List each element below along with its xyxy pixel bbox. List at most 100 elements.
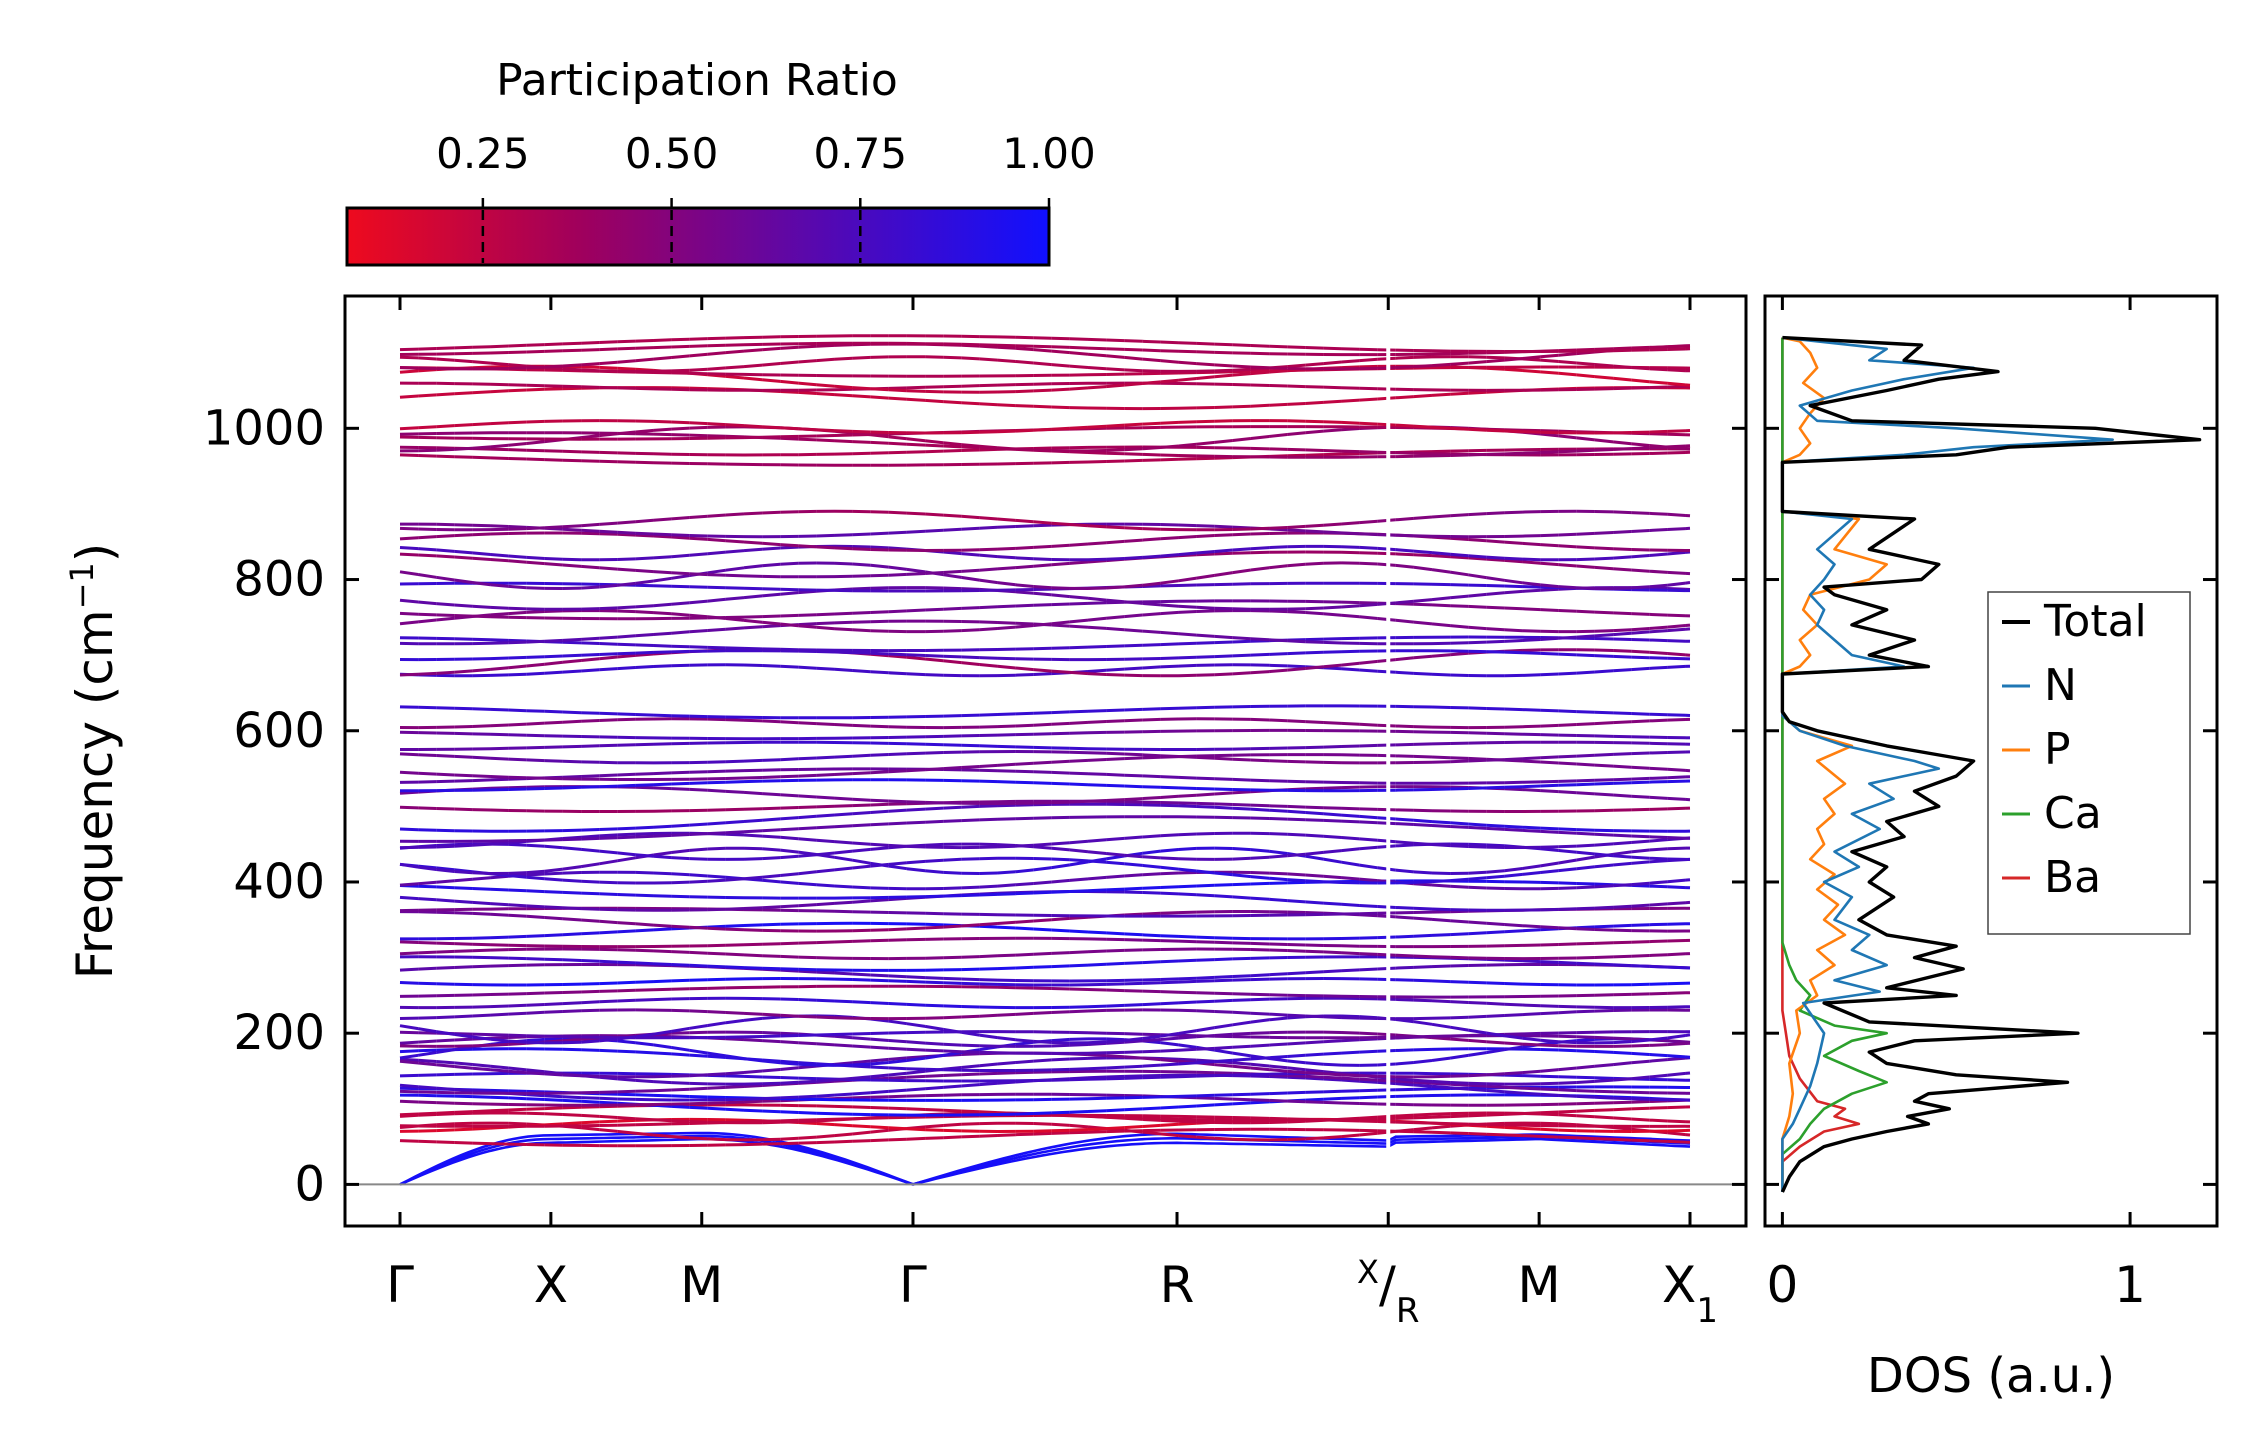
optical-band-segment bbox=[1178, 910, 1197, 915]
optical-band-segment bbox=[943, 527, 962, 532]
optical-band-segment bbox=[1359, 743, 1378, 748]
optical-band-segment bbox=[508, 956, 527, 961]
optical-band-segment bbox=[1106, 644, 1125, 648]
optical-band-segment bbox=[762, 1096, 781, 1101]
optical-band-segment bbox=[1540, 783, 1559, 788]
optical-band-segment bbox=[1287, 779, 1306, 784]
optical-band-segment bbox=[1413, 1080, 1433, 1085]
optical-band-segment bbox=[1033, 732, 1052, 736]
optical-band-segment bbox=[1576, 927, 1595, 931]
optical-band-segment bbox=[526, 457, 545, 462]
optical-band-segment bbox=[834, 796, 853, 801]
optical-band-segment bbox=[472, 614, 491, 619]
optical-band-segment bbox=[599, 989, 618, 993]
optical-band-segment bbox=[961, 977, 980, 982]
optical-band-segment bbox=[671, 950, 690, 954]
optical-band-segment bbox=[1631, 903, 1650, 908]
optical-band-segment bbox=[1576, 1079, 1595, 1084]
optical-band-segment bbox=[1142, 1056, 1161, 1062]
optical-band-segment bbox=[1395, 934, 1414, 939]
optical-band-segment bbox=[888, 799, 907, 804]
optical-band-segment bbox=[1413, 549, 1433, 555]
optical-band-segment bbox=[1522, 638, 1541, 642]
optical-band-segment bbox=[581, 1113, 600, 1118]
optical-band-segment bbox=[1323, 452, 1342, 457]
optical-band-segment bbox=[1196, 673, 1215, 677]
optical-band-segment bbox=[635, 460, 654, 465]
optical-band-segment bbox=[979, 578, 998, 585]
optical-band-segment bbox=[1359, 659, 1378, 665]
optical-band-segment bbox=[1576, 634, 1595, 639]
optical-band-segment bbox=[906, 844, 926, 849]
optical-band-segment bbox=[1558, 881, 1577, 885]
optical-band-segment bbox=[888, 671, 907, 676]
optical-band-segment bbox=[888, 896, 907, 902]
optical-band-segment bbox=[526, 1068, 545, 1074]
optical-band-segment bbox=[1269, 832, 1288, 836]
optical-band-segment bbox=[1649, 964, 1668, 969]
optical-band-segment bbox=[417, 865, 437, 871]
optical-band-segment bbox=[1305, 1100, 1324, 1104]
optical-band-segment bbox=[1558, 671, 1577, 676]
optical-band-segment bbox=[544, 905, 563, 910]
optical-band-segment bbox=[599, 880, 618, 885]
optical-band-segment bbox=[1649, 835, 1668, 839]
optical-band-segment bbox=[580, 522, 600, 528]
optical-band-segment bbox=[1323, 1077, 1342, 1082]
optical-band-segment bbox=[472, 604, 491, 609]
optical-band-segment bbox=[1576, 791, 1595, 796]
optical-band-segment bbox=[508, 1011, 527, 1016]
optical-band-segment bbox=[1160, 642, 1179, 647]
optical-band-segment bbox=[599, 655, 618, 661]
optical-band-segment bbox=[816, 970, 835, 975]
optical-band-segment bbox=[1359, 1077, 1378, 1082]
optical-band-segment bbox=[979, 884, 998, 889]
optical-band-segment bbox=[997, 1133, 1016, 1137]
optical-band-segment bbox=[1106, 1065, 1125, 1070]
optical-band-segment bbox=[816, 1111, 835, 1116]
optical-band-segment bbox=[562, 871, 582, 875]
optical-band-segment bbox=[526, 448, 545, 453]
optical-band-segment bbox=[436, 706, 455, 710]
optical-band-segment bbox=[1178, 655, 1197, 660]
optical-band-segment bbox=[1558, 434, 1577, 440]
optical-band-segment bbox=[1631, 1038, 1650, 1044]
optical-band-segment bbox=[1576, 557, 1595, 562]
optical-band-segment bbox=[961, 893, 980, 898]
optical-band-segment bbox=[780, 806, 799, 810]
optical-band-segment bbox=[852, 1059, 871, 1065]
optical-band-segment bbox=[454, 555, 473, 560]
optical-band-segment bbox=[1033, 448, 1052, 453]
optical-band-segment bbox=[1395, 552, 1414, 557]
optical-band-segment bbox=[1106, 451, 1125, 456]
optical-band-segment bbox=[979, 871, 998, 875]
optical-band-segment bbox=[436, 879, 455, 884]
optical-band-segment bbox=[671, 872, 690, 877]
optical-band-segment bbox=[454, 1127, 473, 1132]
optical-band-segment bbox=[1594, 556, 1614, 561]
optical-band-segment bbox=[780, 757, 799, 762]
optical-band-segment bbox=[653, 854, 672, 860]
optical-band-segment bbox=[1087, 541, 1107, 546]
optical-band-segment bbox=[1269, 808, 1288, 813]
optical-band-segment bbox=[1649, 444, 1668, 449]
optical-band-segment bbox=[798, 1033, 817, 1037]
optical-band-segment bbox=[1504, 1032, 1523, 1036]
optical-band-segment bbox=[671, 963, 690, 967]
optical-band-segment bbox=[1250, 1116, 1270, 1120]
optical-band-segment bbox=[562, 917, 582, 922]
optical-band-segment bbox=[1232, 532, 1251, 537]
optical-band-segment bbox=[1522, 588, 1541, 593]
optical-band-segment bbox=[1142, 446, 1161, 451]
optical-band-segment bbox=[1124, 555, 1143, 560]
optical-band-segment bbox=[1486, 823, 1505, 828]
optical-band-segment bbox=[1196, 940, 1215, 944]
optical-band-segment bbox=[1631, 794, 1650, 799]
optical-band-segment bbox=[1287, 878, 1306, 883]
optical-band-segment bbox=[725, 965, 745, 970]
optical-band-segment bbox=[671, 978, 690, 983]
optical-band-segment bbox=[1631, 442, 1650, 447]
optical-band-segment bbox=[1033, 446, 1052, 450]
optical-band-segment bbox=[780, 561, 799, 566]
colorbar-tick-label: 0.75 bbox=[814, 129, 908, 178]
